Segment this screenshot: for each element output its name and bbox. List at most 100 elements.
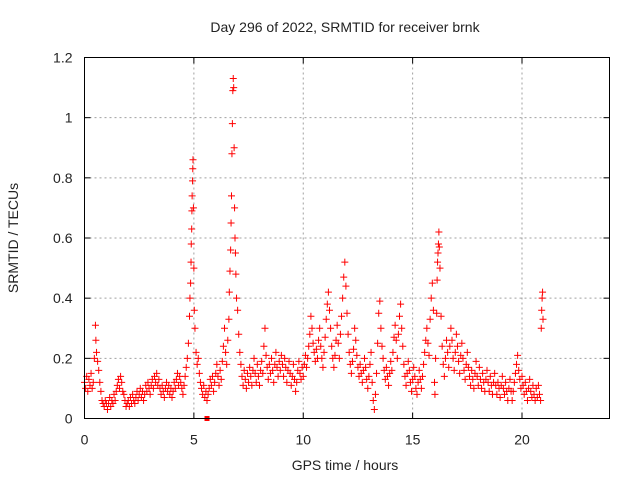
- data-point: [450, 366, 458, 374]
- data-point: [514, 351, 522, 359]
- data-point: [369, 396, 377, 404]
- data-point: [118, 378, 126, 386]
- data-point: [262, 351, 270, 359]
- data-point: [112, 387, 120, 395]
- data-point: [117, 372, 125, 380]
- data-point: [341, 258, 349, 266]
- data-point: [468, 366, 476, 374]
- data-point: [293, 378, 301, 386]
- data-point: [224, 336, 232, 344]
- data-point: [292, 387, 300, 395]
- data-point: [252, 378, 260, 386]
- data-point: [278, 360, 286, 368]
- y-tick-label: 1.2: [53, 50, 73, 66]
- data-point: [426, 315, 434, 323]
- data-point: [506, 375, 514, 383]
- data-point: [172, 375, 180, 383]
- data-point: [455, 357, 463, 365]
- data-point: [216, 366, 224, 374]
- data-point: [478, 384, 486, 392]
- chart-title: Day 296 of 2022, SRMTID for receiver brn…: [210, 19, 480, 35]
- data-point: [352, 336, 360, 344]
- data-point: [228, 192, 235, 200]
- data-point: [269, 366, 277, 374]
- x-tick-label: 5: [190, 432, 198, 448]
- data-point: [336, 330, 344, 338]
- data-point: [367, 348, 375, 356]
- data-point: [188, 207, 196, 215]
- data-point: [305, 342, 313, 350]
- data-point: [537, 396, 545, 404]
- data-point: [153, 369, 161, 377]
- data-point: [334, 339, 342, 347]
- data-point: [119, 387, 127, 395]
- data-point: [221, 324, 228, 332]
- data-point: [219, 342, 227, 350]
- data-point: [93, 348, 101, 356]
- data-point: [275, 357, 283, 365]
- data-point: [382, 363, 390, 371]
- data-point: [200, 381, 208, 389]
- data-point: [469, 375, 477, 383]
- data-point: [472, 357, 480, 365]
- data-point: [513, 360, 521, 368]
- data-point: [421, 348, 429, 356]
- data-point: [510, 378, 518, 386]
- data-point: [231, 249, 239, 257]
- data-point: [285, 357, 293, 365]
- data-point: [370, 405, 378, 413]
- data-point: [195, 369, 203, 377]
- data-point: [356, 360, 364, 368]
- data-point: [463, 348, 471, 356]
- data-point: [539, 315, 547, 323]
- data-point: [394, 330, 402, 338]
- data-point: [248, 381, 256, 389]
- data-point: [239, 381, 247, 389]
- x-axis-title: GPS time / hours: [292, 457, 399, 473]
- data-point: [232, 270, 240, 278]
- data-point: [328, 342, 336, 350]
- data-point: [434, 249, 442, 257]
- data-point: [326, 306, 333, 314]
- y-tick-label: 1: [65, 110, 73, 126]
- data-point: [438, 342, 446, 350]
- data-point: [183, 354, 191, 362]
- data-point: [303, 363, 311, 371]
- data-point: [523, 396, 531, 404]
- data-point: [287, 381, 295, 389]
- data-point: [435, 243, 443, 251]
- data-point: [280, 372, 288, 380]
- data-point: [94, 357, 102, 365]
- data-point: [230, 84, 238, 92]
- data-point: [97, 387, 105, 395]
- data-point: [437, 312, 445, 320]
- data-point: [411, 372, 419, 380]
- data-point: [289, 360, 297, 368]
- data-point: [444, 348, 452, 356]
- data-point: [187, 279, 195, 287]
- data-point: [193, 360, 201, 368]
- data-point: [330, 363, 338, 371]
- data-point: [485, 387, 493, 395]
- data-point: [250, 354, 258, 362]
- data-point: [418, 372, 426, 380]
- data-point: [184, 339, 192, 347]
- data-point: [428, 279, 436, 287]
- data-point: [261, 324, 269, 332]
- data-point: [335, 354, 343, 362]
- data-point: [84, 387, 92, 395]
- data-point: [515, 366, 523, 374]
- data-point: [408, 387, 416, 395]
- data-point: [451, 348, 459, 356]
- data-point: [417, 384, 425, 392]
- data-point: [140, 396, 148, 404]
- data-point: [333, 321, 341, 329]
- data-point: [343, 309, 351, 317]
- data-point: [149, 384, 157, 392]
- data-point: [466, 372, 473, 380]
- data-point: [475, 363, 483, 371]
- data-point: [331, 351, 339, 359]
- data-point: [299, 372, 307, 380]
- data-point: [323, 300, 331, 308]
- data-point: [116, 384, 123, 392]
